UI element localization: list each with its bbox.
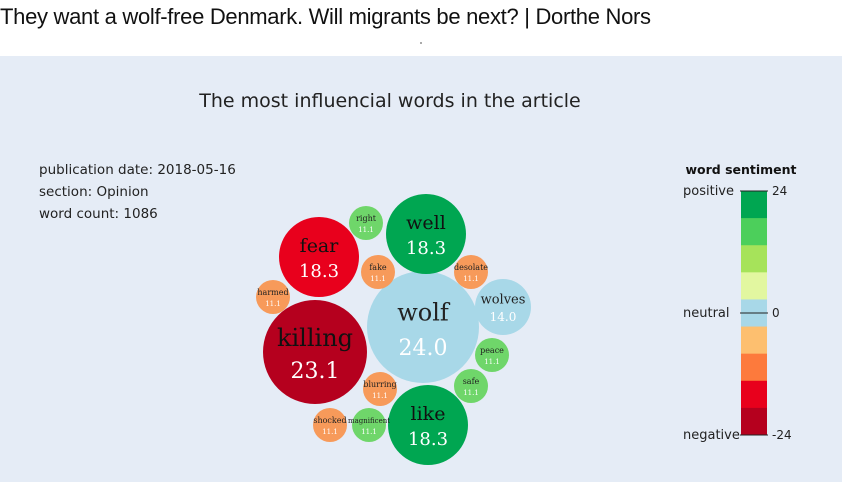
bubble-desolate: desolate 11.1 [454, 255, 488, 289]
bubble-value-like: 18.3 [408, 429, 448, 450]
bubble-word-fake: fake [369, 263, 387, 272]
bubble-value-peace: 11.1 [484, 358, 500, 366]
legend-swatch-5 [741, 326, 767, 355]
bubble-word-killing: killing [277, 324, 353, 352]
page-title: They want a wolf-free Denmark. Will migr… [0, 4, 651, 29]
legend-swatch-0 [741, 191, 767, 219]
legend-swatch-2 [741, 245, 767, 273]
bubble-harmed: harmed 11.1 [256, 280, 290, 314]
bubble-like: like 18.3 [388, 385, 468, 465]
bubble-circle-shocked [313, 408, 347, 442]
bubble-value-right: 11.1 [358, 226, 374, 234]
legend-swatch-7 [741, 380, 767, 409]
bubble-killing: killing 23.1 [263, 300, 367, 404]
bubble-circle-blurring [363, 372, 397, 406]
legend-positive-label: positive [683, 184, 734, 199]
bubble-value-wolves: 14.0 [490, 310, 517, 324]
bubble-fear: fear 18.3 [279, 217, 359, 297]
word-count: word count: 1086 [39, 206, 158, 222]
bubble-safe: safe 11.1 [454, 369, 488, 403]
bubble-magnificent: magnificent 11.1 [348, 408, 390, 442]
bubble-word-well: well [406, 212, 446, 234]
legend-negative-label: negative [683, 428, 740, 443]
bubble-value-magnificent: 11.1 [361, 428, 377, 436]
bubble-circle-right [349, 206, 383, 240]
bubble-circle-magnificent [352, 408, 386, 442]
bubble-value-harmed: 11.1 [265, 300, 281, 308]
bubble-circle-fear [279, 217, 359, 297]
bubble-value-desolate: 11.1 [463, 275, 479, 283]
bubble-word-wolves: wolves [481, 293, 526, 308]
legend-title: word sentiment [685, 162, 796, 177]
chart-title: The most influencial words in the articl… [199, 90, 581, 112]
bubble-circle-harmed [256, 280, 290, 314]
bubble-circle-killing [263, 300, 367, 404]
bubble-peace: peace 11.1 [475, 338, 509, 372]
bubble-word-fear: fear [300, 235, 340, 257]
legend-color-scale [741, 191, 767, 436]
bubble-fake: fake 11.1 [361, 255, 395, 289]
bubble-circle-wolves [475, 279, 531, 335]
bubble-word-magnificent: magnificent [348, 417, 390, 425]
bubble-word-peace: peace [480, 346, 504, 355]
bubble-word-like: like [411, 403, 446, 425]
bubble-value-well: 18.3 [406, 238, 446, 259]
legend-swatch-1 [741, 218, 767, 246]
legend-swatch-8 [741, 407, 767, 436]
bubble-value-blurring: 11.1 [372, 392, 388, 400]
bubble-blurring: blurring 11.1 [363, 372, 397, 406]
bubble-value-fake: 11.1 [370, 275, 386, 283]
bubble-shocked: shocked 11.1 [313, 408, 347, 442]
bubble-word-safe: safe [463, 377, 480, 386]
bubble-circle-peace [475, 338, 509, 372]
bubble-circle-safe [454, 369, 488, 403]
bubble-circle-like [388, 385, 468, 465]
bubble-wolf: wolf 24.0 [367, 271, 479, 383]
bubble-value-fear: 18.3 [299, 261, 339, 282]
legend-swatch-3 [741, 272, 767, 300]
bubble-word-shocked: shocked [313, 416, 346, 425]
bubble-word-blurring: blurring [363, 380, 396, 389]
section-label: section: Opinion [39, 184, 149, 200]
bubble-word-right: right [356, 214, 377, 223]
publication-date: publication date: 2018-05-16 [39, 162, 236, 178]
bubble-value-shocked: 11.1 [322, 428, 338, 436]
legend-swatch-6 [741, 353, 767, 382]
bubble-well: well 18.3 [386, 194, 466, 274]
bubble-right: right 11.1 [349, 206, 383, 240]
bubble-circle-wolf [367, 271, 479, 383]
bubble-value-wolf: 24.0 [399, 336, 448, 361]
bubble-value-killing: 23.1 [291, 359, 340, 384]
bubble-wolves: wolves 14.0 [475, 279, 531, 335]
bubble-circle-desolate [454, 255, 488, 289]
bubble-word-harmed: harmed [257, 288, 288, 297]
bubble-word-wolf: wolf [397, 298, 451, 326]
legend-neutral-label: neutral [683, 306, 730, 321]
legend-min-tick: -24 [772, 428, 792, 442]
legend-max-tick: 24 [772, 184, 787, 198]
bubble-circle-fake [361, 255, 395, 289]
bubble-word-desolate: desolate [454, 263, 488, 272]
title-divider-dot [420, 42, 422, 44]
bubble-value-safe: 11.1 [463, 389, 479, 397]
bubble-circle-well [386, 194, 466, 274]
legend-zero-tick: 0 [772, 306, 780, 320]
